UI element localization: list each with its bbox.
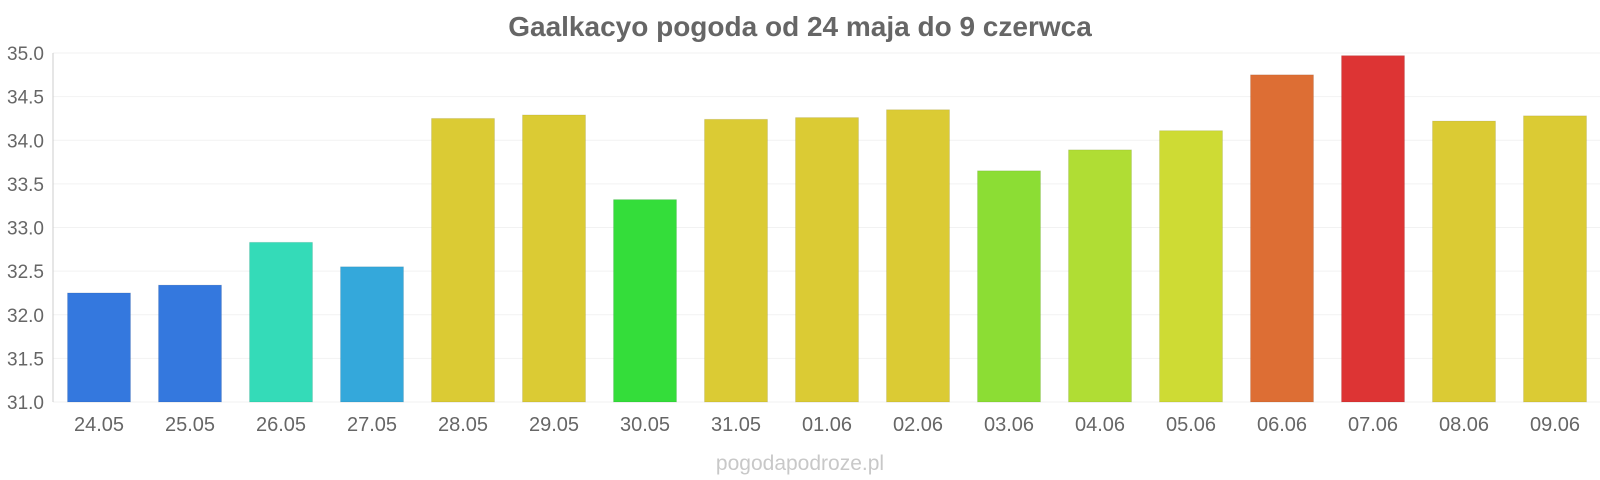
y-tick-label: 32.0 — [7, 306, 44, 327]
x-tick-label: 04.06 — [1075, 414, 1125, 436]
bar-30.05 — [613, 199, 677, 403]
y-tick-label: 31.5 — [7, 349, 44, 370]
y-tick-label: 34.0 — [7, 131, 44, 152]
bar-26.05 — [249, 241, 313, 403]
y-tick-label: 35.0 — [7, 44, 44, 65]
x-tick-label: 25.05 — [165, 414, 215, 436]
bar-31.05 — [704, 118, 768, 403]
y-tick-label: 33.5 — [7, 175, 44, 196]
y-tick-label: 33.0 — [7, 219, 44, 240]
bar-01.06 — [795, 117, 859, 403]
bar-24.05 — [67, 292, 131, 403]
x-tick-label: 05.06 — [1166, 414, 1216, 436]
bar-08.06 — [1432, 120, 1496, 403]
x-tick-label: 02.06 — [893, 414, 943, 436]
x-tick-label: 09.06 — [1530, 414, 1580, 436]
bar-02.06 — [886, 109, 950, 403]
bar-06.06 — [1250, 74, 1314, 403]
bar-27.05 — [340, 266, 404, 403]
x-tick-label: 27.05 — [347, 414, 397, 436]
bars — [67, 55, 1587, 403]
x-tick-label: 06.06 — [1257, 414, 1307, 436]
y-tick-label: 31.0 — [7, 393, 44, 414]
bar-04.06 — [1068, 149, 1132, 403]
x-axis-ticks: 24.05 25.05 26.05 27.05 28.05 29.05 30.05 31.05… — [74, 414, 1580, 436]
bar-09.06 — [1523, 115, 1587, 403]
bar-25.05 — [158, 284, 222, 403]
x-tick-label: 26.05 — [256, 414, 306, 436]
x-tick-label: 31.05 — [711, 414, 761, 436]
bar-28.05 — [431, 117, 495, 403]
x-tick-label: 29.05 — [529, 414, 579, 436]
x-tick-label: 03.06 — [984, 414, 1034, 436]
x-tick-label: 08.06 — [1439, 414, 1489, 436]
x-tick-label: 30.05 — [620, 414, 670, 436]
bar-05.06 — [1159, 130, 1223, 403]
bar-29.05 — [522, 114, 586, 403]
x-tick-label: 28.05 — [438, 414, 488, 436]
watermark-text: pogodapodroze.pl — [716, 452, 884, 475]
bar-07.06 — [1341, 55, 1405, 403]
y-tick-label: 32.5 — [7, 262, 44, 283]
x-tick-label: 01.06 — [802, 414, 852, 436]
x-tick-label: 24.05 — [74, 414, 124, 436]
y-tick-label: 34.5 — [7, 88, 44, 109]
x-tick-label: 07.06 — [1348, 414, 1398, 436]
chart-title: Gaalkacyo pogoda od 24 maja do 9 czerwca — [508, 11, 1092, 42]
y-axis-ticks: 31.0 31.5 32.0 32.5 33.0 33.5 34.0 34.5 35.0 — [7, 44, 44, 414]
bar-03.06 — [977, 170, 1041, 403]
